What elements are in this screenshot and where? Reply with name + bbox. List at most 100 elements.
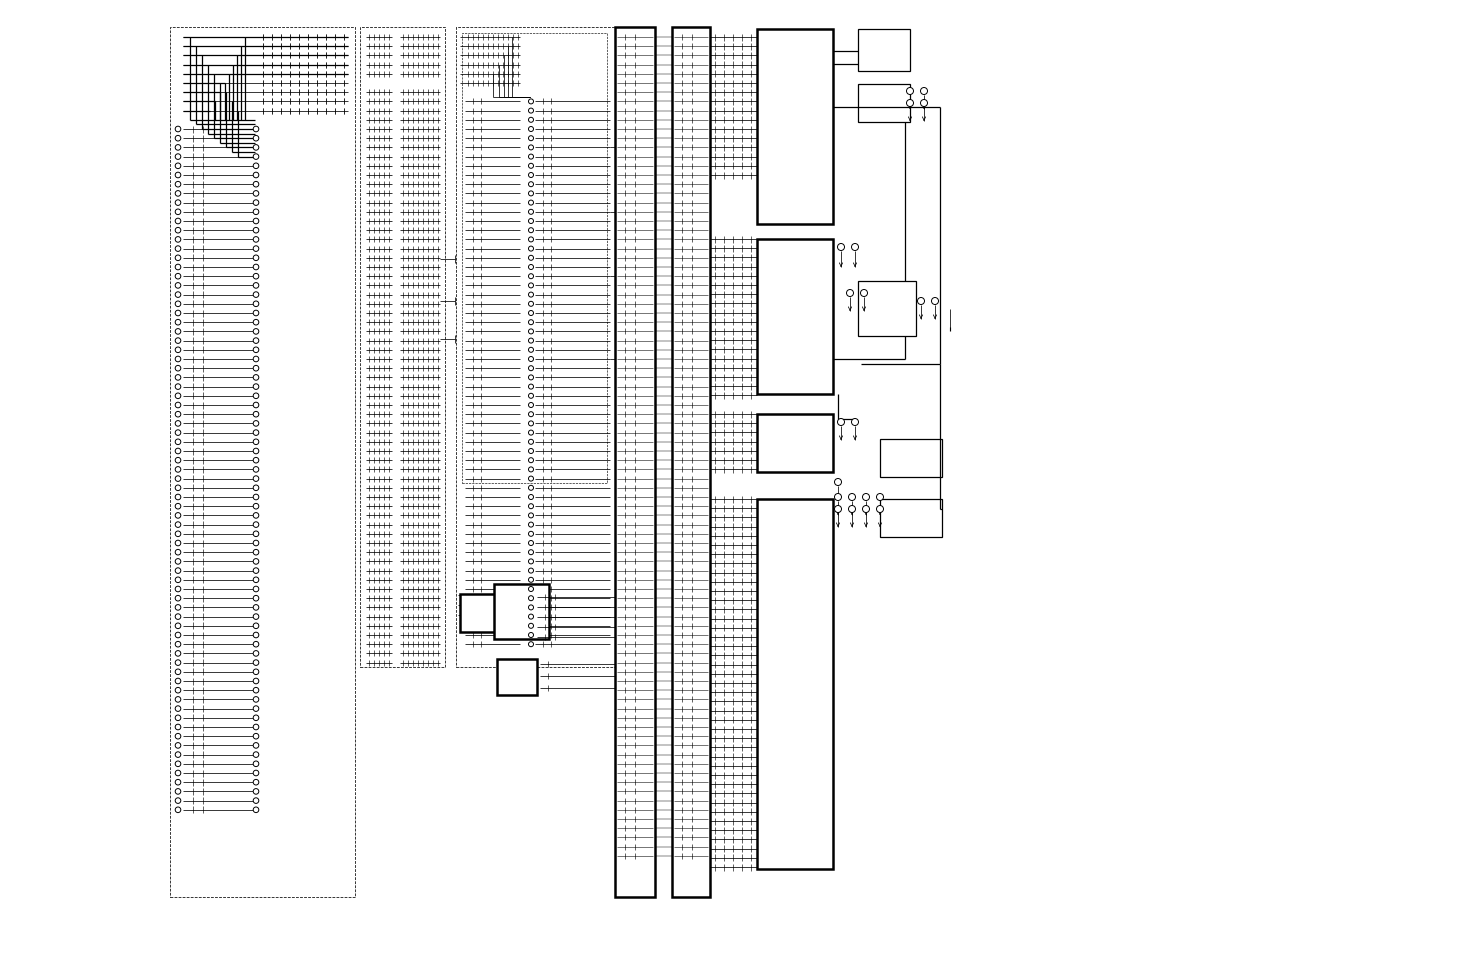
Circle shape bbox=[176, 283, 181, 289]
Circle shape bbox=[528, 550, 534, 555]
Bar bbox=[757, 499, 833, 869]
Circle shape bbox=[528, 514, 534, 518]
Circle shape bbox=[528, 458, 534, 463]
Circle shape bbox=[254, 136, 258, 142]
Circle shape bbox=[254, 366, 258, 372]
Bar bbox=[460, 595, 502, 633]
Circle shape bbox=[254, 394, 258, 399]
Circle shape bbox=[528, 312, 534, 316]
Circle shape bbox=[528, 522, 534, 528]
Circle shape bbox=[176, 293, 181, 298]
Circle shape bbox=[528, 421, 534, 426]
Circle shape bbox=[254, 293, 258, 298]
Circle shape bbox=[917, 298, 925, 305]
Circle shape bbox=[254, 265, 258, 271]
Circle shape bbox=[176, 274, 181, 280]
Circle shape bbox=[847, 291, 854, 297]
Circle shape bbox=[528, 109, 534, 114]
Circle shape bbox=[254, 449, 258, 455]
Circle shape bbox=[176, 724, 181, 730]
Circle shape bbox=[254, 522, 258, 528]
Circle shape bbox=[176, 182, 181, 188]
Circle shape bbox=[528, 504, 534, 509]
Circle shape bbox=[528, 210, 534, 215]
Circle shape bbox=[863, 494, 869, 501]
Circle shape bbox=[176, 431, 181, 436]
Circle shape bbox=[176, 513, 181, 518]
Circle shape bbox=[176, 752, 181, 758]
Circle shape bbox=[254, 752, 258, 758]
Bar bbox=[673, 28, 709, 897]
Circle shape bbox=[176, 504, 181, 510]
Circle shape bbox=[528, 118, 534, 123]
Circle shape bbox=[254, 559, 258, 564]
Circle shape bbox=[254, 255, 258, 261]
Circle shape bbox=[254, 532, 258, 537]
Circle shape bbox=[176, 265, 181, 271]
Bar bbox=[757, 30, 833, 225]
Circle shape bbox=[528, 330, 534, 335]
Circle shape bbox=[528, 229, 534, 233]
Circle shape bbox=[254, 182, 258, 188]
Circle shape bbox=[907, 100, 913, 108]
Circle shape bbox=[848, 506, 855, 513]
Bar bbox=[456, 28, 617, 667]
Circle shape bbox=[528, 146, 534, 151]
Circle shape bbox=[254, 228, 258, 233]
Circle shape bbox=[254, 302, 258, 307]
Circle shape bbox=[838, 419, 845, 426]
Circle shape bbox=[528, 623, 534, 629]
Circle shape bbox=[176, 237, 181, 243]
Circle shape bbox=[528, 615, 534, 619]
Circle shape bbox=[528, 219, 534, 224]
Circle shape bbox=[176, 403, 181, 409]
Circle shape bbox=[528, 320, 534, 325]
Bar bbox=[858, 30, 910, 71]
Circle shape bbox=[176, 146, 181, 151]
Circle shape bbox=[528, 173, 534, 178]
Circle shape bbox=[876, 494, 884, 501]
Bar bbox=[497, 659, 537, 696]
Circle shape bbox=[176, 247, 181, 253]
Circle shape bbox=[176, 550, 181, 556]
Circle shape bbox=[176, 633, 181, 639]
Circle shape bbox=[863, 506, 869, 513]
Circle shape bbox=[254, 742, 258, 748]
Circle shape bbox=[254, 550, 258, 556]
Circle shape bbox=[176, 311, 181, 316]
Circle shape bbox=[254, 431, 258, 436]
Circle shape bbox=[176, 255, 181, 261]
Circle shape bbox=[176, 697, 181, 702]
Circle shape bbox=[176, 495, 181, 500]
Circle shape bbox=[176, 412, 181, 417]
Circle shape bbox=[838, 244, 845, 252]
Circle shape bbox=[176, 532, 181, 537]
Circle shape bbox=[176, 568, 181, 574]
Circle shape bbox=[254, 210, 258, 215]
Circle shape bbox=[254, 724, 258, 730]
Circle shape bbox=[176, 742, 181, 748]
Circle shape bbox=[528, 532, 534, 537]
Circle shape bbox=[254, 412, 258, 417]
Circle shape bbox=[254, 283, 258, 289]
Circle shape bbox=[176, 173, 181, 178]
Circle shape bbox=[528, 394, 534, 399]
Circle shape bbox=[254, 540, 258, 546]
Circle shape bbox=[528, 100, 534, 105]
Circle shape bbox=[528, 375, 534, 380]
Circle shape bbox=[254, 706, 258, 712]
Circle shape bbox=[176, 660, 181, 666]
Circle shape bbox=[860, 291, 867, 297]
Circle shape bbox=[254, 356, 258, 362]
Circle shape bbox=[176, 770, 181, 776]
Circle shape bbox=[528, 413, 534, 417]
Circle shape bbox=[254, 614, 258, 619]
Circle shape bbox=[528, 348, 534, 353]
Circle shape bbox=[254, 146, 258, 151]
Circle shape bbox=[254, 237, 258, 243]
Bar bbox=[615, 28, 655, 897]
Bar bbox=[858, 85, 910, 123]
Circle shape bbox=[254, 375, 258, 381]
Circle shape bbox=[254, 660, 258, 666]
Circle shape bbox=[528, 449, 534, 454]
